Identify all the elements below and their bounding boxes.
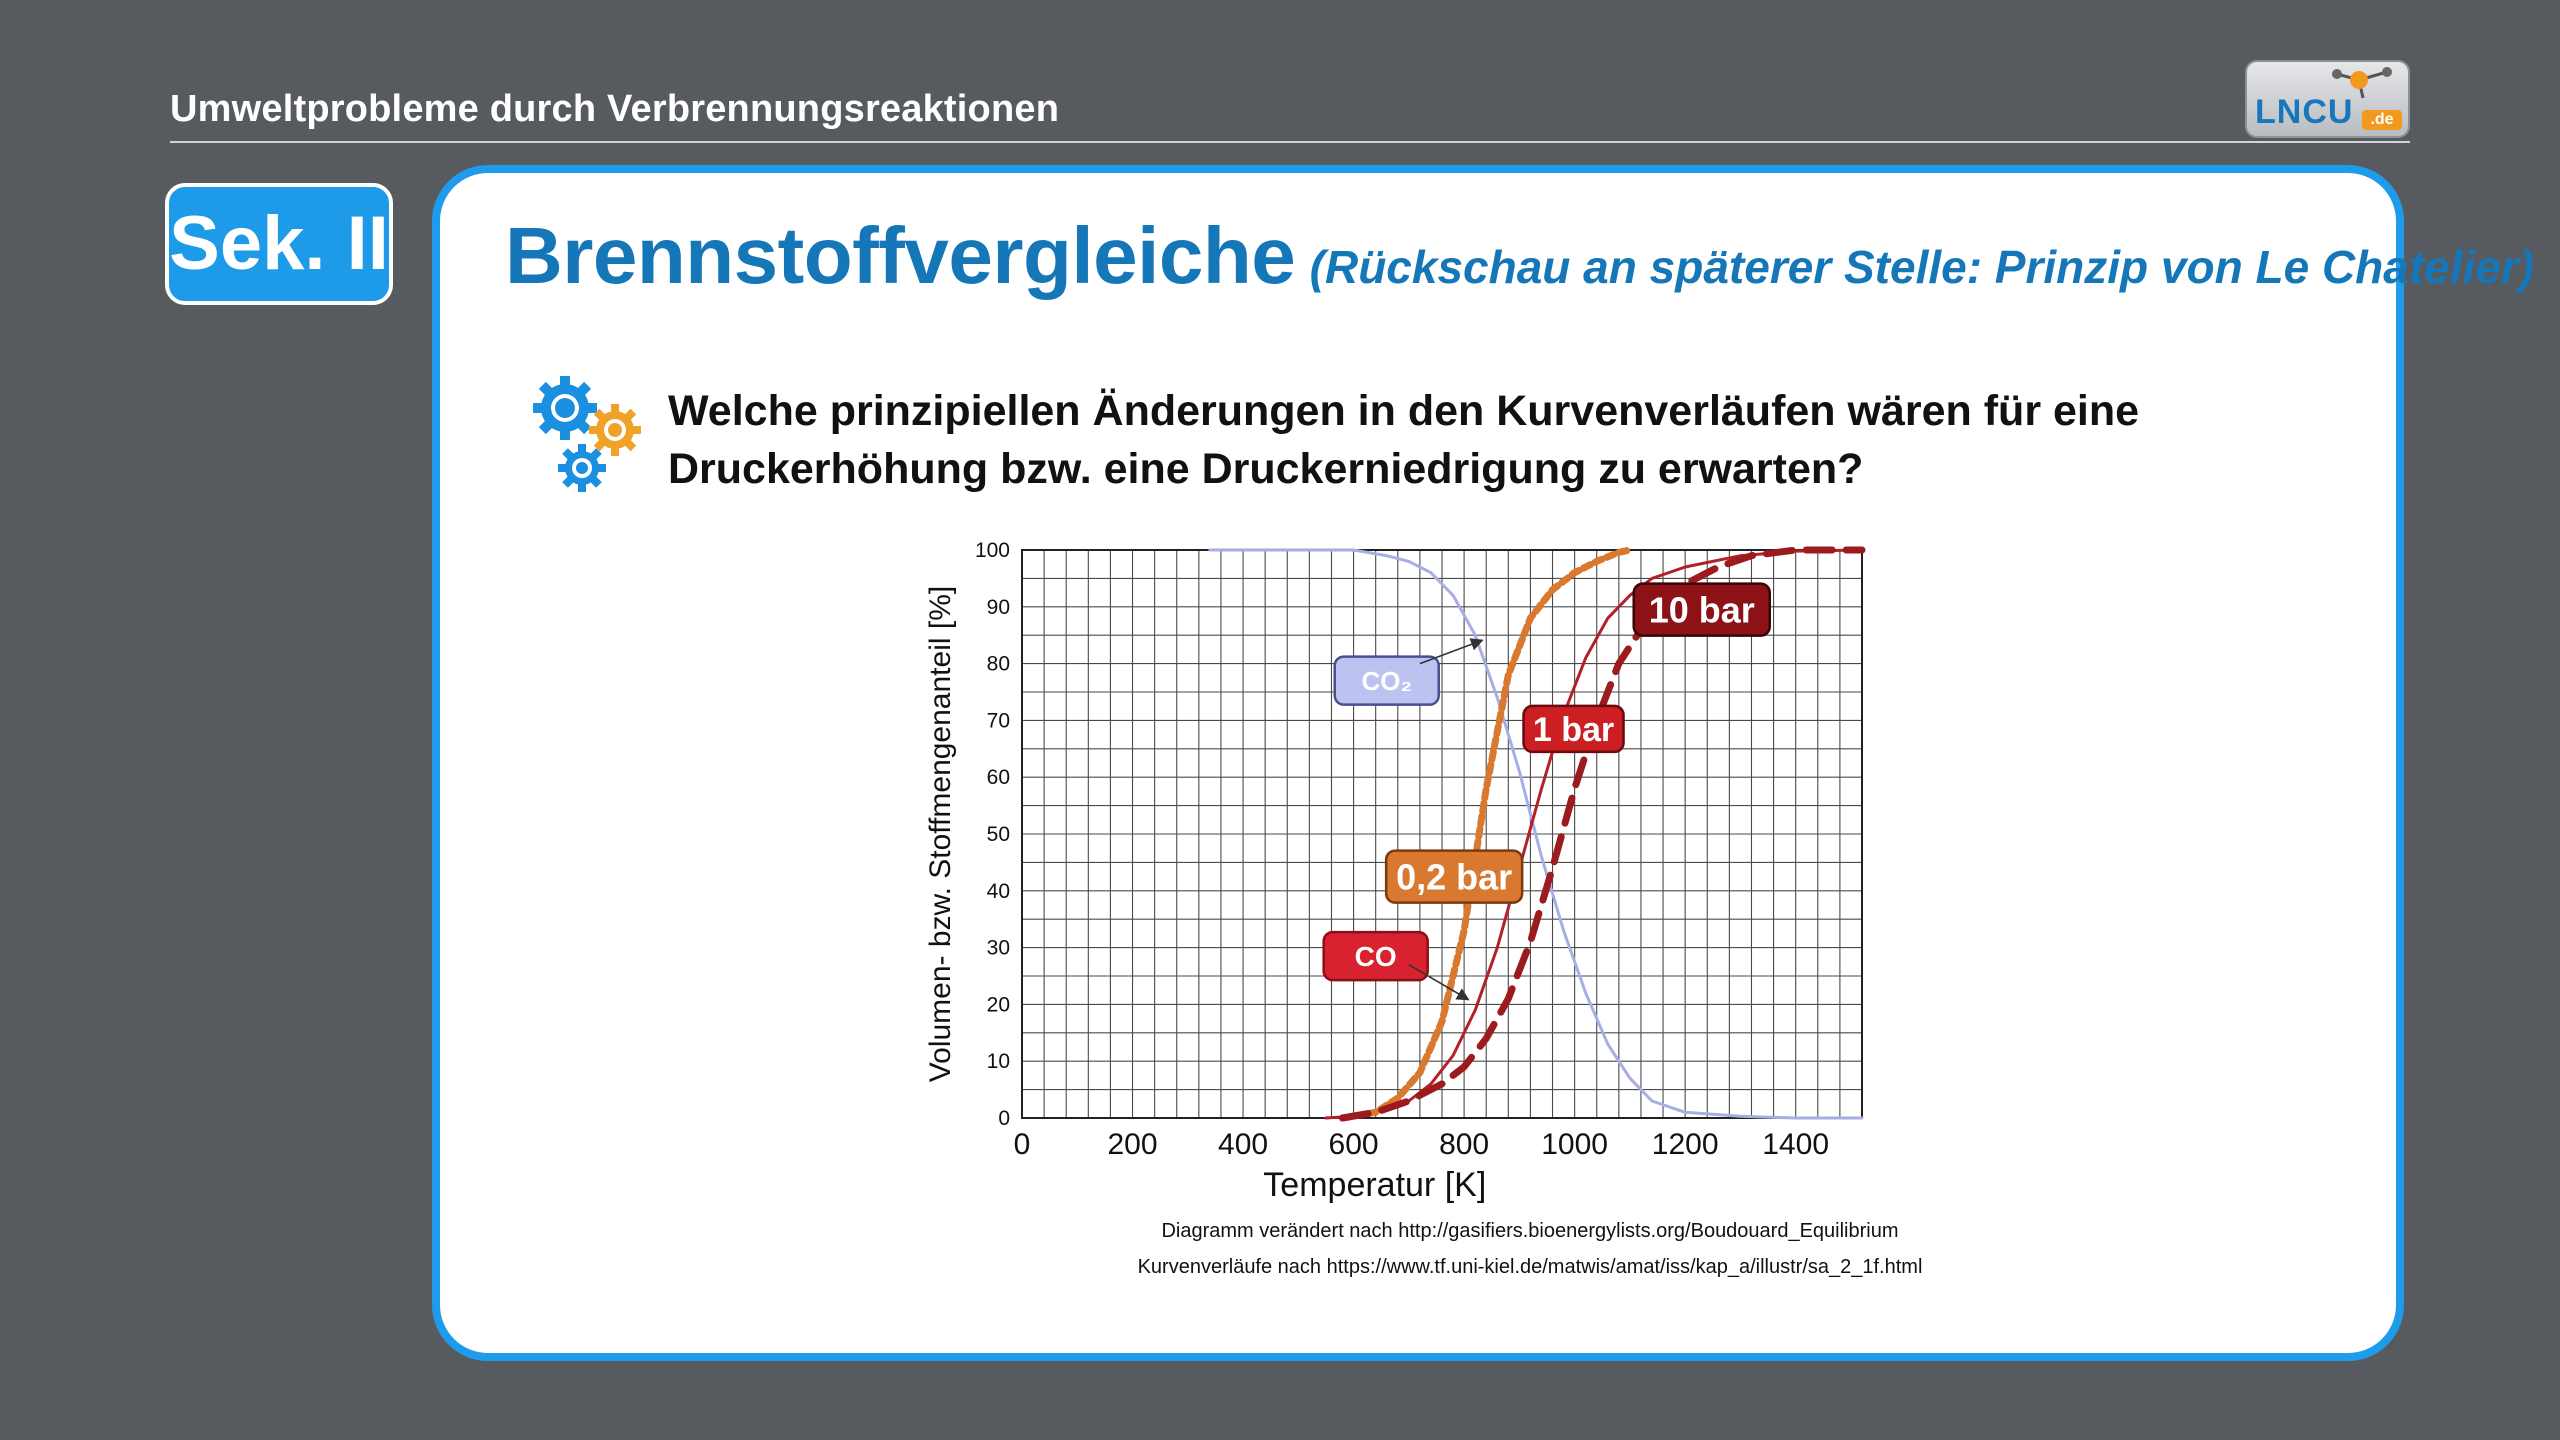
x-tick-label: 0 <box>1014 1128 1031 1161</box>
slide-title: Brennstoffvergleiche (Rückschau an späte… <box>505 210 2534 302</box>
curve-label-box <box>1333 655 1440 706</box>
logo-suffix: .de <box>2362 110 2402 130</box>
curve-label: 10 bar <box>1649 590 1755 631</box>
y-tick-label: 100 <box>975 539 1010 562</box>
series-line-3 <box>1339 546 1866 1122</box>
x-axis-label: Temperatur [K] <box>1263 1166 1486 1204</box>
source-note-curves: Kurvenverläufe nach https://www.tf.uni-k… <box>1137 1256 1923 1278</box>
gears-icon <box>533 376 641 492</box>
curve-label: CO₂ <box>1361 666 1412 696</box>
curve-label-box <box>1322 930 1429 982</box>
curve-label: CO <box>1355 941 1397 972</box>
y-tick-label: 50 <box>987 823 1010 846</box>
curve-label: 0,2 bar <box>1396 857 1512 898</box>
y-tick-label: 80 <box>987 653 1010 676</box>
curve-label-box <box>1522 704 1625 754</box>
curve-label: 1 bar <box>1533 711 1614 749</box>
lncu-logo[interactable]: LNCU .de <box>2245 60 2410 138</box>
x-tick-label: 800 <box>1439 1128 1489 1161</box>
level-badge: Sek. II <box>165 183 393 305</box>
plot-frame <box>1021 549 1863 1119</box>
x-tick-label: 600 <box>1329 1128 1379 1161</box>
logo-text: LNCU <box>2255 93 2354 131</box>
question-text: Welche prinzipiellen Änderungen in den K… <box>668 387 2140 493</box>
x-tick-label: 1000 <box>1541 1128 1608 1161</box>
curve-label-box <box>1632 582 1771 637</box>
y-tick-label: 40 <box>987 880 1010 903</box>
y-tick-label: 30 <box>987 937 1010 960</box>
x-tick-label: 200 <box>1107 1128 1157 1161</box>
series-line-0 <box>1208 548 1864 1120</box>
molecule-icon <box>2332 67 2392 99</box>
y-tick-label: 0 <box>998 1107 1010 1130</box>
series-line-2 <box>1339 546 1634 1122</box>
y-tick-label: 60 <box>987 766 1010 789</box>
slide-title-main: Brennstoffvergleiche <box>505 211 1296 300</box>
y-tick-label: 20 <box>987 993 1010 1016</box>
header-divider <box>170 141 2410 143</box>
x-tick-label: 400 <box>1218 1128 1268 1161</box>
curve-label-box <box>1384 849 1524 904</box>
header-title: Umweltprobleme durch Verbrennungsreaktio… <box>170 88 1060 130</box>
level-badge-label: Sek. II <box>169 201 389 286</box>
y-tick-label: 90 <box>987 596 1010 619</box>
x-tick-label: 1200 <box>1652 1128 1719 1161</box>
slide-title-subtitle: (Rückschau an späterer Stelle: Prinzip v… <box>1309 241 2535 293</box>
x-tick-label: 1400 <box>1762 1128 1829 1161</box>
source-note-diagram: Diagramm verändert nach http://gasifiers… <box>1161 1220 1899 1242</box>
y-tick-label: 10 <box>987 1050 1010 1073</box>
co2-pointer-arrow <box>1419 638 1484 665</box>
y-axis-label: Volumen- bzw. Stoffmengenanteil [%] <box>924 586 957 1082</box>
co-pointer-arrow <box>1408 963 1470 1001</box>
y-tick-label: 70 <box>987 709 1010 732</box>
